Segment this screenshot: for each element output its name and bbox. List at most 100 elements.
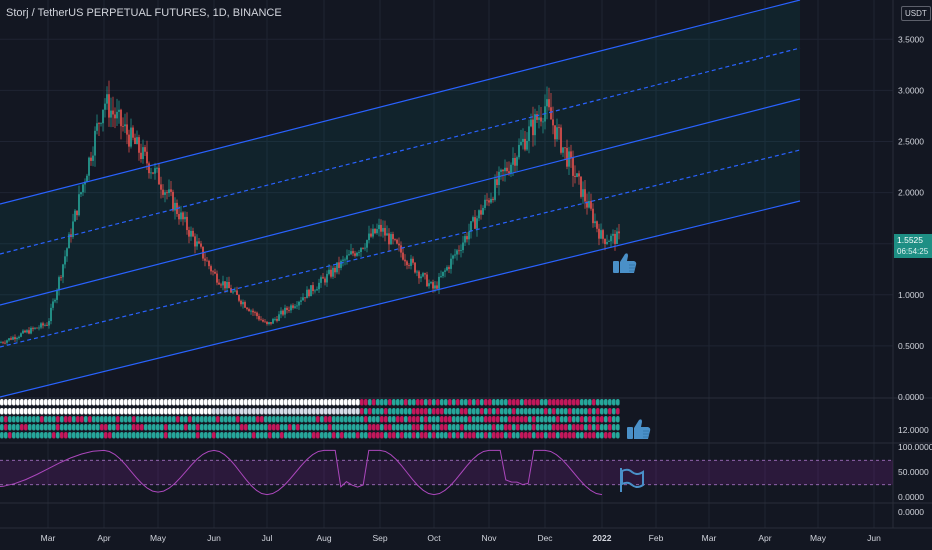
candle (290, 305, 292, 311)
heatmap-cell (584, 408, 588, 415)
heatmap-cell (496, 399, 500, 406)
heatmap-cell (144, 399, 148, 406)
heatmap-cell (524, 399, 528, 406)
candle (426, 274, 428, 287)
heatmap-cell (336, 424, 340, 431)
candle (310, 285, 312, 297)
heatmap-cell (220, 416, 224, 423)
heatmap-cell (500, 416, 504, 423)
heatmap-cell (284, 424, 288, 431)
currency-badge[interactable]: USDT (901, 6, 931, 21)
heatmap-cell (32, 399, 36, 406)
candle (302, 297, 304, 301)
candle (414, 262, 416, 273)
candle (38, 327, 40, 329)
heatmap-cell (8, 416, 12, 423)
heatmap-cell (148, 408, 152, 415)
heatmap-cell (156, 408, 160, 415)
price-tick-label: 2.5000 (898, 137, 924, 147)
heatmap-cell (524, 432, 528, 439)
heatmap-cell (200, 408, 204, 415)
candle (102, 109, 104, 124)
heatmap-cell (480, 416, 484, 423)
candle (374, 228, 376, 234)
heatmap-cell (524, 424, 528, 431)
heatmap-cell (384, 399, 388, 406)
heatmap-cell (512, 424, 516, 431)
candle (226, 281, 228, 289)
heatmap-cell (228, 424, 232, 431)
heatmap-cell (232, 424, 236, 431)
heatmap-cell (216, 408, 220, 415)
heatmap-cell (464, 424, 468, 431)
heatmap-cell (372, 424, 376, 431)
candle (4, 342, 6, 344)
candle (616, 231, 618, 244)
heatmap-cell (24, 432, 28, 439)
candle (512, 158, 514, 165)
heatmap-cell (312, 424, 316, 431)
heatmap-cell (216, 416, 220, 423)
heatmap-cell (168, 399, 172, 406)
heatmap-cell (260, 424, 264, 431)
heatmap-cell (96, 399, 100, 406)
heatmap-cell (296, 432, 300, 439)
heatmap-cell (404, 424, 408, 431)
heatmap-cell (96, 432, 100, 439)
candle (612, 233, 614, 236)
heatmap-cell (164, 424, 168, 431)
heatmap-cell (204, 399, 208, 406)
candle (26, 330, 28, 333)
heatmap-cell (248, 399, 252, 406)
candle (56, 290, 58, 300)
heatmap-cell (72, 416, 76, 423)
candle (278, 314, 280, 321)
candle (596, 221, 598, 229)
candle (358, 252, 360, 253)
heatmap-cell (112, 408, 116, 415)
heatmap-cell (112, 432, 116, 439)
candle (82, 184, 84, 193)
heatmap-cell (92, 416, 96, 423)
heatmap-cell (440, 432, 444, 439)
heatmap-cell (116, 424, 120, 431)
heatmap-cell (584, 399, 588, 406)
heatmap-cell (552, 416, 556, 423)
candle (314, 290, 316, 292)
bar-countdown: 06:54:25 (897, 247, 929, 256)
heatmap-cell (84, 432, 88, 439)
heatmap-cell (100, 408, 104, 415)
candle (170, 189, 172, 192)
heatmap-cell (564, 424, 568, 431)
candle (448, 267, 450, 269)
candle (132, 127, 134, 138)
heatmap-cell (156, 424, 160, 431)
heatmap-cell (72, 424, 76, 431)
candle (280, 310, 282, 315)
heatmap-cell (96, 416, 100, 423)
candle (198, 241, 200, 244)
heatmap-cell (556, 408, 560, 415)
heatmap-cell (124, 399, 128, 406)
heatmap-cell (80, 416, 84, 423)
heatmap-cell (128, 408, 132, 415)
candle (608, 241, 610, 243)
time-tick-label: Jul (262, 533, 273, 543)
candle (270, 322, 272, 324)
heatmap-cell (528, 408, 532, 415)
heatmap-cell (364, 416, 368, 423)
heatmap-cell (112, 424, 116, 431)
candle (364, 247, 366, 249)
candle (230, 288, 232, 293)
heatmap-cell (608, 432, 612, 439)
candle (44, 324, 46, 326)
candle (550, 107, 552, 120)
heatmap-cell (140, 399, 144, 406)
heatmap-cell (352, 416, 356, 423)
channel-line (0, 200, 801, 398)
heatmap-cell (560, 432, 564, 439)
candle (432, 282, 434, 289)
heatmap-cell (488, 399, 492, 406)
heatmap-cell (520, 416, 524, 423)
